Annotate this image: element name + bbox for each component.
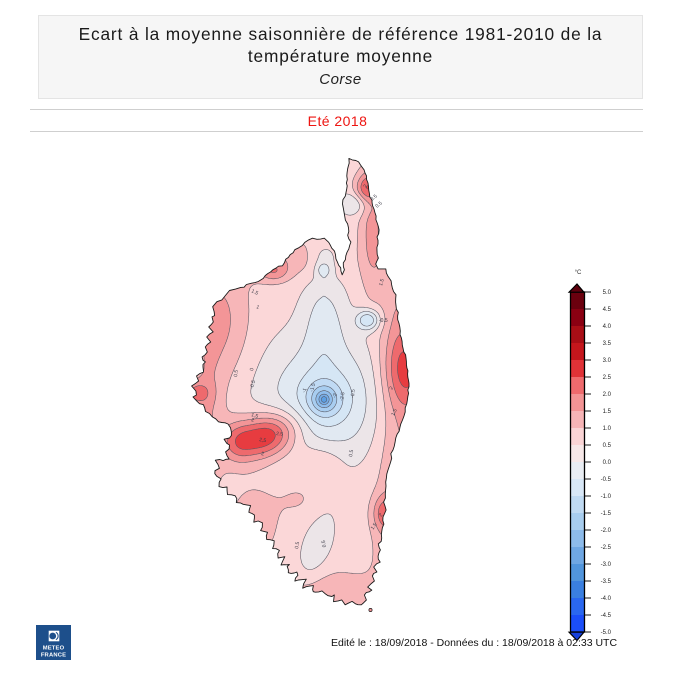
svg-text:0.5: 0.5 bbox=[233, 369, 240, 377]
svg-text:-1.0: -1.0 bbox=[601, 494, 612, 500]
svg-text:2: 2 bbox=[389, 385, 396, 391]
svg-text:3.0: 3.0 bbox=[603, 358, 612, 364]
svg-text:5.0: 5.0 bbox=[603, 290, 612, 296]
svg-text:-1: -1 bbox=[301, 387, 308, 393]
svg-text:-0.5: -0.5 bbox=[350, 389, 357, 398]
svg-text:-0.5: -0.5 bbox=[249, 379, 257, 389]
svg-text:1.5: 1.5 bbox=[603, 409, 612, 415]
svg-text:-0.5: -0.5 bbox=[379, 318, 388, 324]
svg-text:2.5: 2.5 bbox=[603, 375, 612, 381]
svg-text:0: 0 bbox=[249, 367, 255, 371]
svg-text:-2.5: -2.5 bbox=[339, 392, 346, 402]
svg-text:1.5: 1.5 bbox=[390, 408, 398, 417]
svg-text:-3.0: -3.0 bbox=[601, 562, 612, 568]
svg-text:-2.0: -2.0 bbox=[601, 528, 612, 534]
svg-text:-1.5: -1.5 bbox=[601, 511, 612, 517]
svg-text:1.0: 1.0 bbox=[603, 426, 612, 432]
svg-text:0.5: 0.5 bbox=[348, 449, 355, 457]
svg-text:1.5: 1.5 bbox=[370, 522, 379, 531]
svg-text:2.0: 2.0 bbox=[603, 392, 612, 398]
svg-text:-0.5: -0.5 bbox=[601, 477, 612, 483]
svg-text:2: 2 bbox=[363, 183, 370, 189]
svg-text:4.5: 4.5 bbox=[603, 307, 612, 313]
svg-text:-4.5: -4.5 bbox=[601, 613, 612, 619]
svg-text:2.5: 2.5 bbox=[276, 431, 284, 438]
svg-text:2: 2 bbox=[261, 451, 265, 457]
svg-text:-4.0: -4.0 bbox=[601, 596, 612, 602]
svg-text:0.5: 0.5 bbox=[369, 193, 378, 202]
svg-text:3.5: 3.5 bbox=[603, 341, 612, 347]
svg-text:1.5: 1.5 bbox=[250, 288, 259, 296]
svg-text:0.5: 0.5 bbox=[294, 541, 301, 549]
svg-text:2: 2 bbox=[378, 512, 385, 518]
svg-text:1,5: 1,5 bbox=[250, 412, 258, 420]
svg-text:°C: °C bbox=[575, 270, 582, 276]
svg-text:-2: -2 bbox=[332, 393, 339, 399]
svg-text:0.5: 0.5 bbox=[321, 540, 328, 548]
svg-text:0.0: 0.0 bbox=[603, 460, 612, 466]
svg-text:-2.5: -2.5 bbox=[601, 545, 612, 551]
svg-text:2: 2 bbox=[250, 417, 254, 424]
svg-text:-3.5: -3.5 bbox=[601, 579, 612, 585]
svg-text:METEO: METEO bbox=[43, 646, 65, 652]
svg-text:2,5: 2,5 bbox=[259, 437, 267, 444]
svg-text:-1.5: -1.5 bbox=[309, 382, 317, 392]
svg-text:0.5: 0.5 bbox=[603, 443, 612, 449]
svg-text:FRANCE: FRANCE bbox=[41, 653, 66, 659]
svg-text:4.0: 4.0 bbox=[603, 324, 612, 330]
svg-text:1.5: 1.5 bbox=[378, 278, 386, 286]
svg-text:1: 1 bbox=[255, 304, 260, 311]
svg-text:0.5: 0.5 bbox=[374, 200, 383, 209]
svg-text:-5.0: -5.0 bbox=[601, 630, 612, 636]
